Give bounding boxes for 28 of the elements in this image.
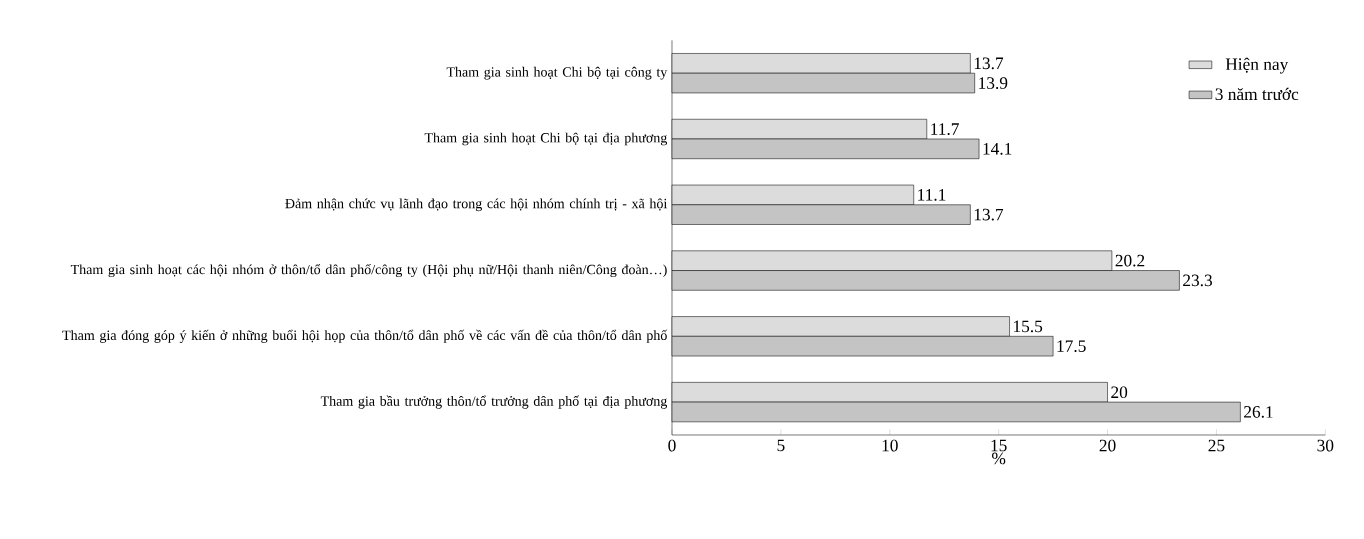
y-tick-label: Tham gia sinh hoạt Chi bộ tại công ty bbox=[446, 66, 668, 80]
data-label: 14.1 bbox=[983, 143, 1012, 155]
data-label: 20.2 bbox=[1115, 254, 1145, 267]
data-label: 13.7 bbox=[974, 208, 1004, 221]
data-label: 17.5 bbox=[1057, 340, 1086, 353]
y-tick-label: Tham gia sinh hoạt Chi bộ tại địa phương bbox=[424, 132, 668, 146]
x-tick-label: 0 bbox=[668, 439, 676, 452]
legend-label: 3 năm trước bbox=[1215, 87, 1299, 101]
data-label: 26.1 bbox=[1244, 406, 1273, 418]
data-label: 13.7 bbox=[974, 57, 1004, 70]
data-label: 15.5 bbox=[1014, 320, 1043, 333]
x-tick-label: 15 bbox=[991, 439, 1007, 452]
y-tick-label: Tham gia đóng góp ý kiến ở những buổi hội họp của thôn/tổ dân phố về các vấn đề của thôn/tổ dân phố bbox=[62, 329, 668, 343]
x-tick-label: 10 bbox=[882, 439, 898, 452]
data-label: 13.9 bbox=[979, 77, 1008, 89]
data-label: 11.7 bbox=[931, 123, 959, 135]
legend-label: Hiện nay bbox=[1225, 57, 1289, 74]
x-axis-title: % bbox=[992, 452, 1006, 465]
y-tick-label: Đảm nhận chức vụ lãnh đạo trong các hội nhóm chính trị - xã hội bbox=[285, 198, 668, 212]
x-tick-label: 5 bbox=[777, 439, 785, 452]
x-tick-label: 20 bbox=[1099, 439, 1116, 452]
data-label: 11.1 bbox=[918, 189, 946, 201]
data-label: 23.3 bbox=[1183, 274, 1212, 287]
y-tick-label: Tham gia sinh hoạt các hội nhóm ở thôn/tổ dân phố/công ty (Hội phụ nữ/Hội thanh niên/Công đoàn…) bbox=[70, 263, 667, 278]
x-tick-label: 30 bbox=[1317, 439, 1334, 452]
x-tick-label: 25 bbox=[1208, 439, 1225, 452]
y-tick-label: Tham gia bầu trưởng thôn/tổ trưởng dân phố tại địa phương bbox=[320, 395, 668, 409]
data-label: 20 bbox=[1111, 386, 1128, 399]
